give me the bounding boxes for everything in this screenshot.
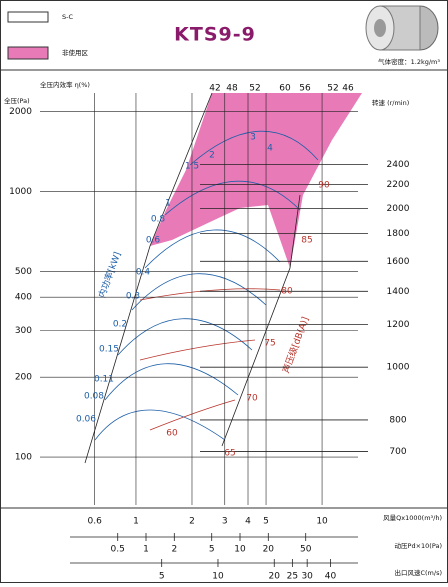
power-label: 0.11	[94, 375, 114, 385]
power-label: 0.15	[99, 345, 119, 355]
efficiency-label: 48	[226, 84, 238, 94]
power-label: 0.6	[146, 236, 161, 246]
power-label: 1.5	[185, 162, 199, 172]
y-axis-title: 全压(Pa)	[4, 96, 30, 105]
fan-icon	[365, 5, 439, 51]
chart-title: KTS9-9	[174, 24, 256, 46]
noise-label: 80	[281, 287, 293, 297]
speed-label: 2200	[387, 180, 410, 190]
y-tick-label: 200	[15, 373, 32, 383]
power-title: 内功率[kW]	[96, 250, 124, 299]
x-tick-label: 5	[263, 517, 269, 527]
x-tick-label: 20	[263, 545, 275, 555]
legend-swatch	[7, 11, 49, 23]
power-label: 0.8	[151, 215, 166, 225]
speed-label: 700	[389, 447, 406, 457]
x-tick-label: 10	[316, 517, 328, 527]
noise-title: 声压级[dB(A)]	[280, 315, 311, 375]
speed-label: 1600	[387, 257, 410, 267]
speed-label: 1400	[387, 287, 410, 297]
power-label: 0.4	[136, 268, 151, 278]
efficiency-label: 46	[342, 84, 354, 94]
x-tick-label: 1	[133, 517, 139, 527]
unusable-zone	[150, 93, 362, 268]
efficiency-label: 60	[279, 84, 291, 94]
y-tick-label: 400	[15, 293, 32, 303]
x-axis-title: 风量Qx1000(m³/h)	[383, 514, 442, 522]
x-tick-label: 40	[325, 572, 337, 582]
x-tick-label: 5	[159, 572, 165, 582]
power-label: 1	[165, 199, 171, 209]
x-tick-label: 2	[171, 545, 177, 555]
noise-label: 65	[224, 449, 235, 459]
efficiency-label: 56	[299, 84, 311, 94]
noise-label: 60	[166, 429, 178, 439]
speed-title: 转速 (r/min)	[372, 98, 409, 107]
legend-swatch	[7, 46, 49, 60]
y-tick-label: 1000	[9, 187, 32, 197]
power-label: 0.2	[113, 320, 127, 330]
noise-label: 85	[301, 236, 312, 246]
power-label: 4	[267, 144, 273, 154]
x-axis-title: 出口风速C(m/s)	[394, 568, 442, 577]
efficiency-label: 52	[327, 84, 338, 94]
x-tick-label: 3	[222, 517, 228, 527]
gas-density: 气体密度：1.2kg/m³	[378, 57, 440, 66]
x-tick-label: 4	[245, 517, 251, 527]
x-tick-label: 25	[287, 572, 298, 582]
x-tick-label: 10	[212, 572, 224, 582]
power-label: 0.3	[126, 292, 140, 302]
legend-label: 非使用区	[62, 48, 89, 57]
x-tick-label: 1	[143, 545, 149, 555]
noise-label: 75	[264, 339, 275, 349]
power-label: 0.06	[76, 415, 96, 425]
x-tick-label: 10	[234, 545, 246, 555]
speed-label: 800	[389, 415, 406, 425]
y-tick-label: 500	[15, 267, 32, 277]
x-tick-label: 5	[209, 545, 215, 555]
legend-label: S-C	[62, 13, 73, 21]
efficiency-label: 42	[209, 84, 220, 94]
efficiency-label: 52	[249, 84, 260, 94]
x-axis-title: 动压Pd×10(Pa)	[395, 542, 442, 550]
efficiency-title: 全压内效率 η(%)	[40, 80, 90, 89]
y-tick-label: 2000	[9, 107, 32, 117]
x-tick-label: 30	[301, 572, 313, 582]
x-tick-label: 0.6	[88, 517, 103, 527]
y-tick-label: 100	[15, 453, 32, 463]
noise-label: 90	[318, 181, 330, 191]
noise-label: 70	[246, 394, 258, 404]
speed-label: 1800	[387, 229, 410, 239]
speed-label: 1200	[387, 320, 410, 330]
x-tick-label: 0.5	[111, 545, 125, 555]
power-label: 0.08	[84, 392, 104, 402]
power-label: 3	[250, 133, 256, 143]
x-tick-label: 50	[300, 545, 312, 555]
x-tick-label: 2	[189, 517, 195, 527]
speed-label: 1000	[387, 363, 410, 373]
y-tick-label: 300	[15, 326, 32, 336]
speed-label: 2000	[387, 204, 410, 214]
speed-label: 2400	[387, 160, 410, 170]
x-tick-label: 20	[269, 572, 281, 582]
power-label: 2	[209, 151, 215, 161]
